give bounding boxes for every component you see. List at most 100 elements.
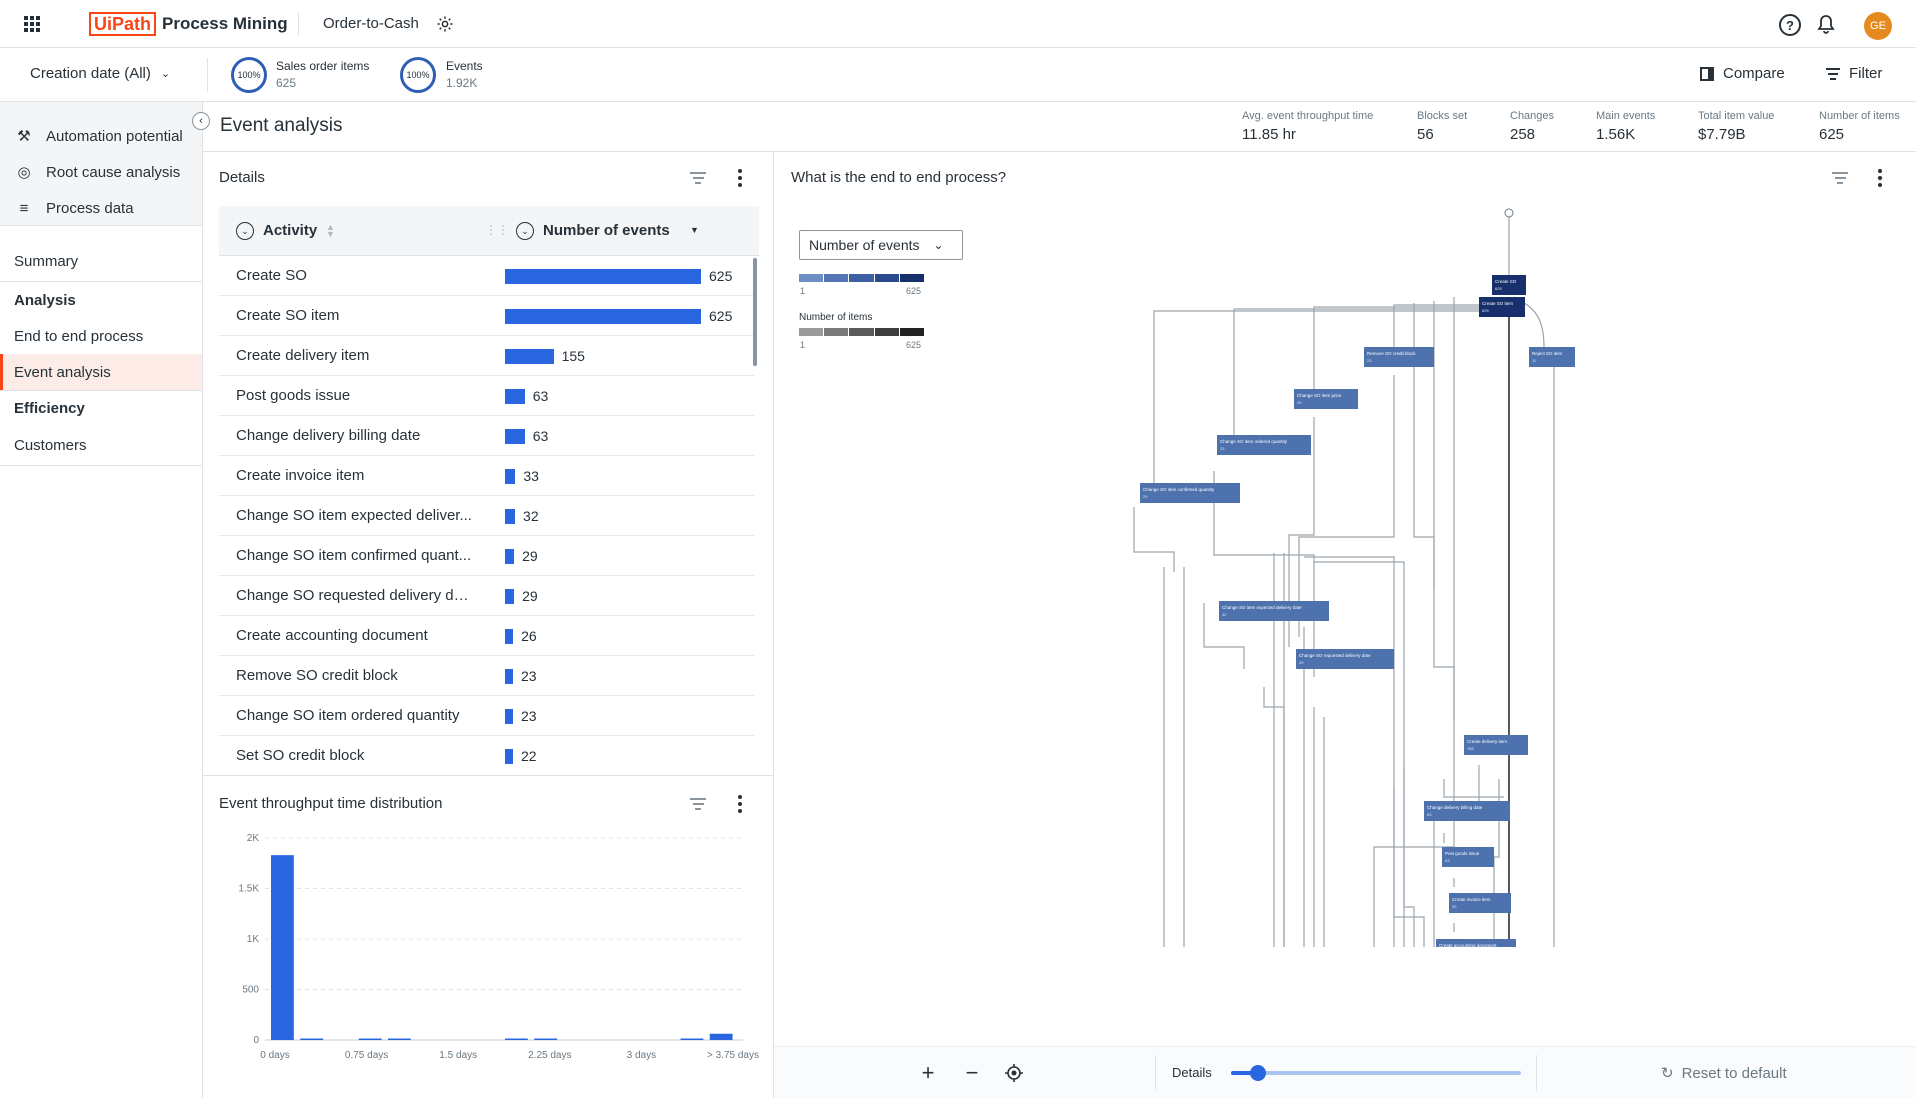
events-column-header[interactable]: Number of events: [543, 222, 670, 239]
gear-icon[interactable]: [435, 14, 455, 34]
process-node-label: Create invoice item: [1452, 897, 1491, 902]
table-row[interactable]: Change SO item expected deliver... 32: [219, 496, 754, 536]
histogram-bar[interactable]: [505, 1038, 528, 1041]
table-row[interactable]: Remove SO credit block 23: [219, 656, 754, 696]
graph-title: What is the end to end process?: [791, 169, 1007, 186]
filter-button[interactable]: Filter: [1826, 65, 1882, 82]
top-bar: UiPath Process Mining Order-to-Cash ? GE: [0, 0, 1916, 48]
reset-label: Reset to default: [1681, 1064, 1787, 1082]
details-slider[interactable]: [1231, 1065, 1521, 1081]
histogram-filter-icon[interactable]: [690, 798, 706, 810]
compare-button[interactable]: Compare: [1700, 65, 1785, 82]
histogram-bar[interactable]: [358, 1038, 382, 1041]
histogram-bar[interactable]: [271, 855, 294, 1040]
column-resize-handle[interactable]: ⋮⋮: [485, 223, 509, 237]
metric-select[interactable]: Number of events ⌄: [799, 230, 963, 260]
process-node[interactable]: [1442, 847, 1494, 867]
details-more-icon[interactable]: [734, 168, 746, 188]
histogram-bar[interactable]: [680, 1038, 704, 1041]
process-node-value: 11: [1532, 358, 1537, 363]
recenter-icon[interactable]: [1002, 1061, 1026, 1085]
collapse-sidebar-button[interactable]: ‹: [192, 112, 210, 130]
graph-more-icon[interactable]: [1874, 168, 1886, 188]
table-row[interactable]: Create delivery item 155: [219, 336, 754, 376]
table-row[interactable]: Create accounting document 26: [219, 616, 754, 656]
process-node[interactable]: [1364, 347, 1434, 367]
graph-filter-icon[interactable]: [1832, 172, 1848, 184]
process-node[interactable]: [1464, 735, 1528, 755]
histogram-bar[interactable]: [388, 1038, 411, 1041]
process-node-label: Create SO item: [1482, 301, 1513, 306]
app-name[interactable]: Order-to-Cash: [323, 15, 419, 32]
process-node[interactable]: [1296, 649, 1394, 669]
sidebar-item-process-data[interactable]: ≡ Process data: [0, 190, 202, 226]
table-row[interactable]: Change SO item ordered quantity 23: [219, 696, 754, 736]
process-node[interactable]: [1436, 939, 1516, 947]
sort-desc-icon[interactable]: ▼: [690, 225, 699, 235]
app-launcher-icon[interactable]: [22, 14, 42, 34]
events-column-menu-icon[interactable]: ⌄: [516, 222, 534, 240]
event-count-value: 26: [521, 628, 537, 644]
sidebar-item-root-cause-analysis[interactable]: ◎ Root cause analysis: [0, 154, 202, 190]
table-row[interactable]: Set SO credit block 22: [219, 736, 754, 768]
help-icon[interactable]: ?: [1779, 14, 1801, 36]
sidebar-item-customers[interactable]: Customers: [0, 426, 202, 466]
table-row[interactable]: Create SO item 625: [219, 296, 754, 336]
activity-column-menu-icon[interactable]: ⌄: [236, 222, 254, 240]
event-count-bar: [505, 549, 515, 564]
sidebar-item-event-analysis[interactable]: Event analysis: [0, 354, 202, 390]
details-slider-thumb[interactable]: [1250, 1065, 1267, 1081]
avatar[interactable]: GE: [1864, 12, 1892, 40]
process-node-value: 625: [1495, 286, 1502, 291]
zoom-in-icon[interactable]: +: [921, 1060, 935, 1085]
x-tick-label: 2.25 days: [528, 1050, 571, 1061]
kpi-value: 56: [1417, 126, 1434, 143]
process-node[interactable]: [1219, 601, 1329, 621]
sidebar-item-summary[interactable]: Summary: [0, 242, 202, 282]
creation-date-filter[interactable]: Creation date (All) ⌄: [30, 65, 170, 82]
sidebar-item-automation-potential[interactable]: ⚒ Automation potential: [0, 118, 202, 154]
process-graph[interactable]: Create SO 625 Create SO item 625 Reject SO i…: [1074, 207, 1674, 947]
x-tick-label: 3 days: [627, 1050, 656, 1061]
histogram-bar[interactable]: [534, 1038, 558, 1041]
zoom-out-icon[interactable]: −: [965, 1060, 979, 1085]
toolbar-divider: [1155, 1055, 1156, 1091]
table-row[interactable]: Create invoice item 33: [219, 456, 754, 496]
event-count-value: 23: [521, 708, 537, 724]
table-row[interactable]: Create SO 625: [219, 256, 754, 296]
histogram-more-icon[interactable]: [734, 794, 746, 814]
histogram-bar[interactable]: [709, 1033, 733, 1040]
activity-column-header[interactable]: Activity: [263, 222, 318, 239]
event-count-value: 625: [709, 268, 733, 284]
process-node[interactable]: [1479, 297, 1525, 317]
uipath-logo[interactable]: UiPath: [89, 12, 157, 36]
process-node[interactable]: [1529, 347, 1575, 367]
process-node[interactable]: [1424, 801, 1510, 821]
event-count-value: 29: [522, 588, 538, 604]
sidebar-section-efficiency[interactable]: Efficiency: [0, 390, 202, 426]
bell-icon[interactable]: [1816, 14, 1836, 34]
process-node[interactable]: [1294, 389, 1358, 409]
event-count-bar: [505, 469, 516, 484]
histogram-bar[interactable]: [300, 1038, 324, 1041]
details-filter-icon[interactable]: [690, 172, 706, 184]
graph-start-node[interactable]: [1504, 208, 1514, 218]
sort-icon[interactable]: ▲ ▼: [326, 222, 335, 239]
activity-cell: Change SO item confirmed quant...: [236, 547, 472, 564]
sidebar-section-analysis[interactable]: Analysis: [0, 282, 202, 318]
kpi-label: Number of items: [1819, 110, 1900, 122]
process-node[interactable]: [1492, 275, 1526, 295]
sidebar-item-end-to-end-process[interactable]: End to end process: [0, 318, 202, 354]
process-node-value: 23: [1367, 358, 1372, 363]
table-row[interactable]: Change SO item confirmed quant... 29: [219, 536, 754, 576]
compare-icon: [1700, 66, 1714, 81]
table-row[interactable]: Change SO requested delivery date 29: [219, 576, 754, 616]
table-row[interactable]: Change delivery billing date 63: [219, 416, 754, 456]
table-row[interactable]: Post goods issue 63: [219, 376, 754, 416]
reset-to-default-button[interactable]: ↻ Reset to default: [1661, 1064, 1787, 1083]
process-node[interactable]: [1217, 435, 1311, 455]
process-node[interactable]: [1140, 483, 1240, 503]
process-node[interactable]: [1449, 893, 1511, 913]
details-scrollbar[interactable]: [753, 258, 757, 366]
activity-cell: Create accounting document: [236, 627, 428, 644]
